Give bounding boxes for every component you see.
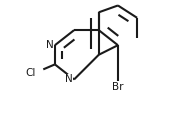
Text: N: N — [46, 40, 54, 50]
Text: Br: Br — [112, 82, 124, 92]
Text: N: N — [65, 75, 73, 84]
Text: Cl: Cl — [25, 68, 36, 78]
